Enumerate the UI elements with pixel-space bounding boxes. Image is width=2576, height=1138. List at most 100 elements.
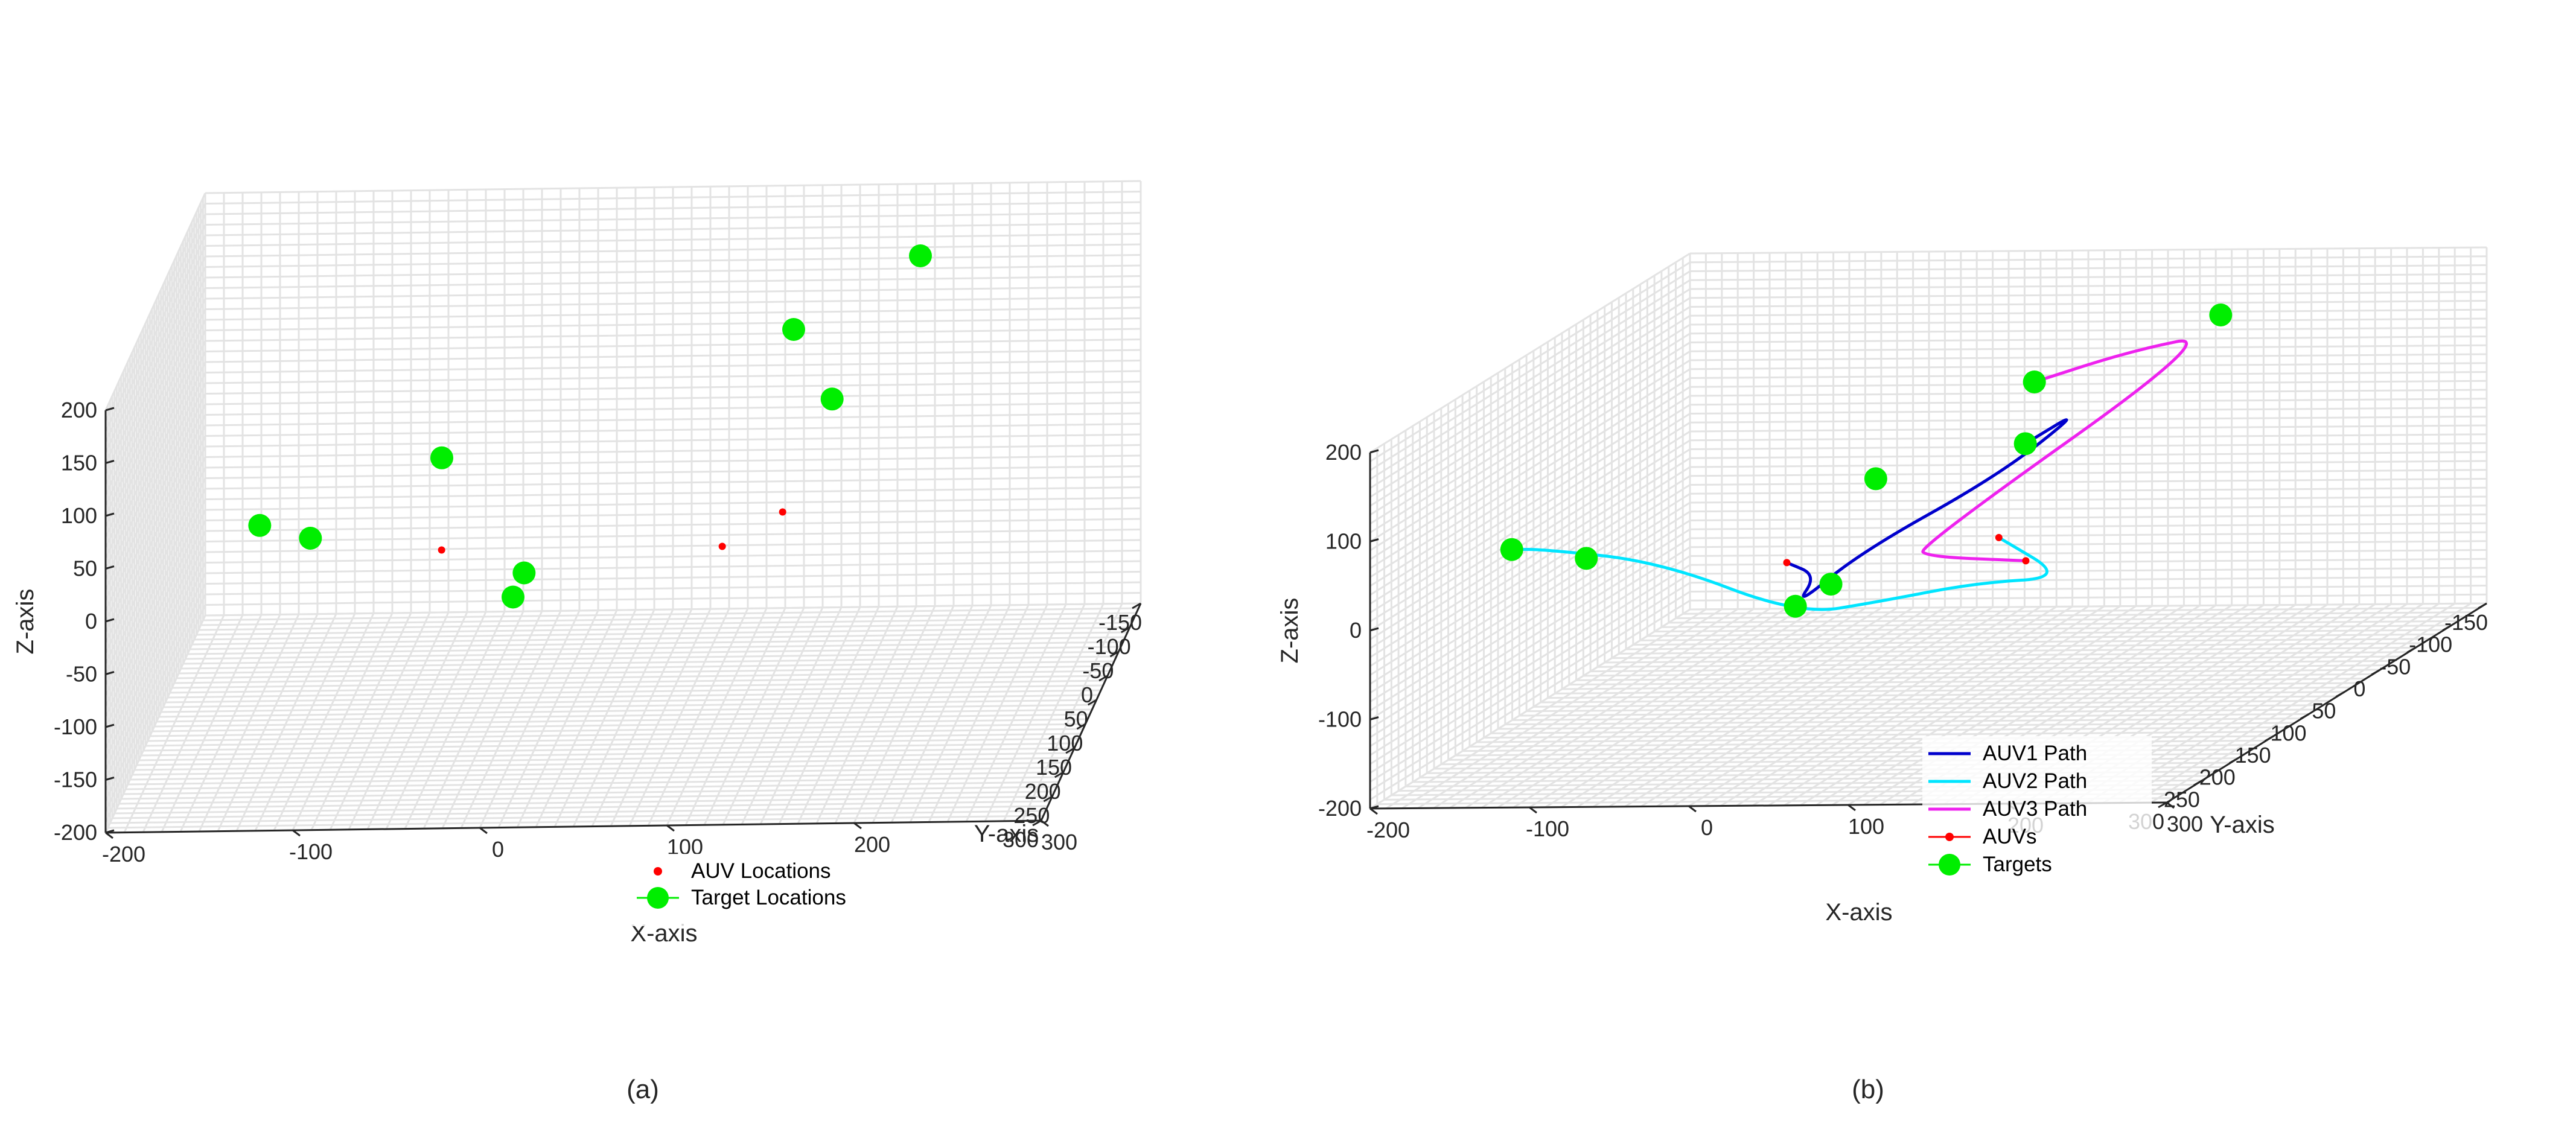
grid-line (205, 381, 1141, 395)
grid-line (1369, 288, 1691, 489)
grid-line (1369, 599, 1691, 801)
grid-line (422, 611, 524, 829)
grid-line (1689, 486, 2487, 495)
grid-line (142, 614, 244, 833)
grid-line (104, 552, 206, 770)
grid-line (1689, 380, 2487, 388)
grid-line (104, 467, 206, 685)
grid-line (1619, 646, 2416, 655)
grid-line (205, 275, 1141, 289)
y-tick-mark (1132, 602, 1141, 609)
grid-line (1576, 673, 2373, 681)
z-tick-label: 100 (61, 503, 97, 528)
grid-line (1689, 504, 2487, 513)
grid-line (2150, 602, 2472, 804)
grid-line (1583, 669, 2380, 677)
grid-line (104, 435, 206, 654)
grid-line (123, 781, 1059, 795)
z-tick-label: 100 (1325, 529, 1362, 554)
grid-line (151, 718, 1088, 733)
grid-line (1561, 607, 1882, 808)
grid-line (1689, 593, 2487, 602)
grid-line (1369, 510, 1691, 712)
grid-line (205, 486, 1141, 500)
z-tick-mark (105, 777, 115, 781)
grid-line (1369, 546, 1691, 748)
y-tick-label: 0 (1081, 682, 1093, 707)
y-tick-mark (2442, 625, 2452, 631)
grid-line (104, 477, 206, 696)
target-point (2023, 370, 2046, 393)
grid-line (130, 766, 1066, 781)
grid-line (1369, 528, 1691, 730)
grid-line (104, 488, 206, 707)
grid-line (535, 609, 637, 828)
grid-line (1689, 451, 2487, 459)
target-point (909, 244, 932, 267)
y-tick-mark (2264, 735, 2274, 742)
x-tick-label: 300 (1041, 830, 1077, 854)
y-tick-mark (2478, 602, 2487, 609)
grid-line (205, 180, 1141, 194)
grid-line (2102, 603, 2424, 804)
grid-line (118, 790, 1055, 805)
grid-line (205, 296, 1141, 310)
grid-line (154, 713, 1090, 728)
grid-line (104, 203, 206, 422)
grid-line (121, 786, 1057, 800)
grid-line (1640, 633, 2437, 641)
x-tick-label: 0 (492, 837, 504, 862)
y-tick-mark (1054, 771, 1064, 778)
grid-line (1688, 606, 2009, 807)
grid-line (1597, 660, 2394, 668)
grid-line (1369, 555, 1691, 756)
legend-box (1922, 736, 2152, 929)
z-tick-mark (105, 460, 115, 464)
grid-line (872, 605, 974, 824)
x-tick-label: 0 (1701, 815, 1713, 840)
y-tick-mark (2300, 713, 2310, 720)
grid-line (180, 655, 1117, 670)
grid-line (114, 800, 1050, 815)
grid-line (1689, 442, 2487, 450)
grid-line (205, 454, 1141, 469)
grid-line (1654, 625, 2452, 633)
grid-line (104, 573, 206, 791)
z-tick-mark (105, 723, 115, 728)
series-path-2 (1511, 536, 2048, 611)
grid-line (134, 757, 1070, 771)
y-tick-label: 250 (2164, 787, 2200, 812)
grid-line (1369, 279, 1691, 480)
grid-line (104, 308, 206, 527)
grid-line (1369, 582, 1691, 783)
grid-line (205, 592, 1141, 606)
y-axis-line (2166, 602, 2487, 804)
grid-line (205, 529, 1141, 542)
x-tick-mark (853, 822, 862, 830)
grid-line (1369, 430, 1691, 632)
grid-line (610, 608, 712, 827)
grid-line (145, 733, 1082, 747)
legend-swatch-auv (654, 867, 662, 876)
grid-line (104, 404, 206, 622)
grid-line (815, 606, 917, 824)
grid-line (170, 679, 1106, 694)
grid-line (205, 360, 1141, 374)
grid-line (1533, 699, 2330, 708)
grid-line (1497, 608, 1818, 809)
grid-line (1612, 651, 2409, 660)
y-tick-mark (2335, 691, 2345, 698)
z-tick-mark (105, 512, 115, 517)
grid-line (205, 222, 1141, 237)
grid-line (1592, 606, 1914, 808)
grid-line (205, 254, 1141, 268)
grid-line (2134, 603, 2455, 804)
y-tick-mark (1109, 650, 1120, 658)
z-tick-label: -100 (1318, 707, 1362, 732)
grid-line (1369, 270, 1691, 471)
y-tick-label: -150 (2444, 610, 2488, 635)
grid-line (1689, 398, 2487, 406)
legend-label: Target Locations (691, 886, 846, 909)
grid-line (104, 509, 206, 728)
target-point (782, 318, 805, 341)
